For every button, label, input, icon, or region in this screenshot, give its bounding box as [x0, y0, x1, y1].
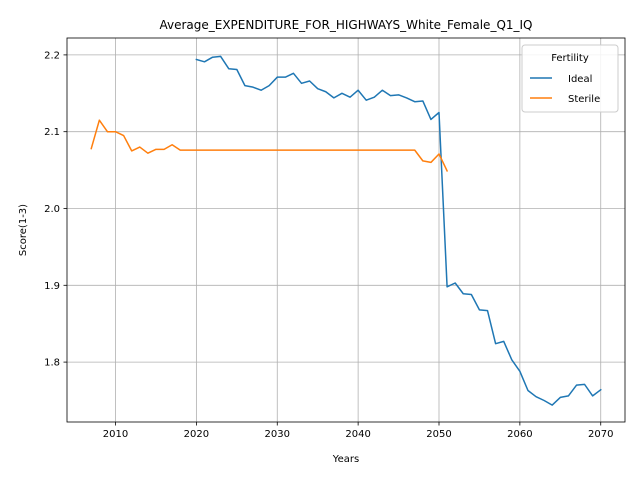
y-axis-label: Score(1-3)	[18, 204, 29, 256]
y-tick-label: 1.8	[44, 358, 60, 369]
x-tick-label: 2020	[184, 429, 209, 440]
grid-lines	[67, 38, 625, 422]
legend-label-sterile: Sterile	[568, 94, 600, 105]
x-tick-label: 2050	[426, 429, 451, 440]
legend-label-ideal: Ideal	[568, 74, 592, 85]
x-tick-label: 2070	[588, 429, 613, 440]
legend-title: Fertility	[551, 53, 589, 64]
series-layer	[90, 55, 602, 406]
y-tick-label: 1.9	[44, 281, 60, 292]
legend-box	[521, 44, 619, 113]
x-tick-label: 2010	[103, 429, 128, 440]
legend: Fertility Ideal Sterile	[521, 44, 619, 113]
plot-frame	[66, 37, 626, 423]
x-axis: 2010 2020 2030 2040 2050 2060 2070	[103, 422, 613, 440]
x-tick-label: 2040	[345, 429, 370, 440]
y-tick-label: 2.1	[44, 127, 60, 138]
x-tick-label: 2060	[507, 429, 532, 440]
x-tick-label: 2030	[265, 429, 290, 440]
chart-title: Average_EXPENDITURE_FOR_HIGHWAYS_White_F…	[159, 18, 532, 32]
y-tick-label: 2.0	[44, 204, 60, 215]
series-line-ideal	[195, 55, 602, 406]
x-axis-label: Years	[332, 454, 359, 465]
y-tick-label: 2.2	[44, 50, 60, 61]
y-axis: 1.8 1.9 2.0 2.1 2.2	[44, 50, 67, 369]
series-line-sterile	[90, 119, 449, 172]
